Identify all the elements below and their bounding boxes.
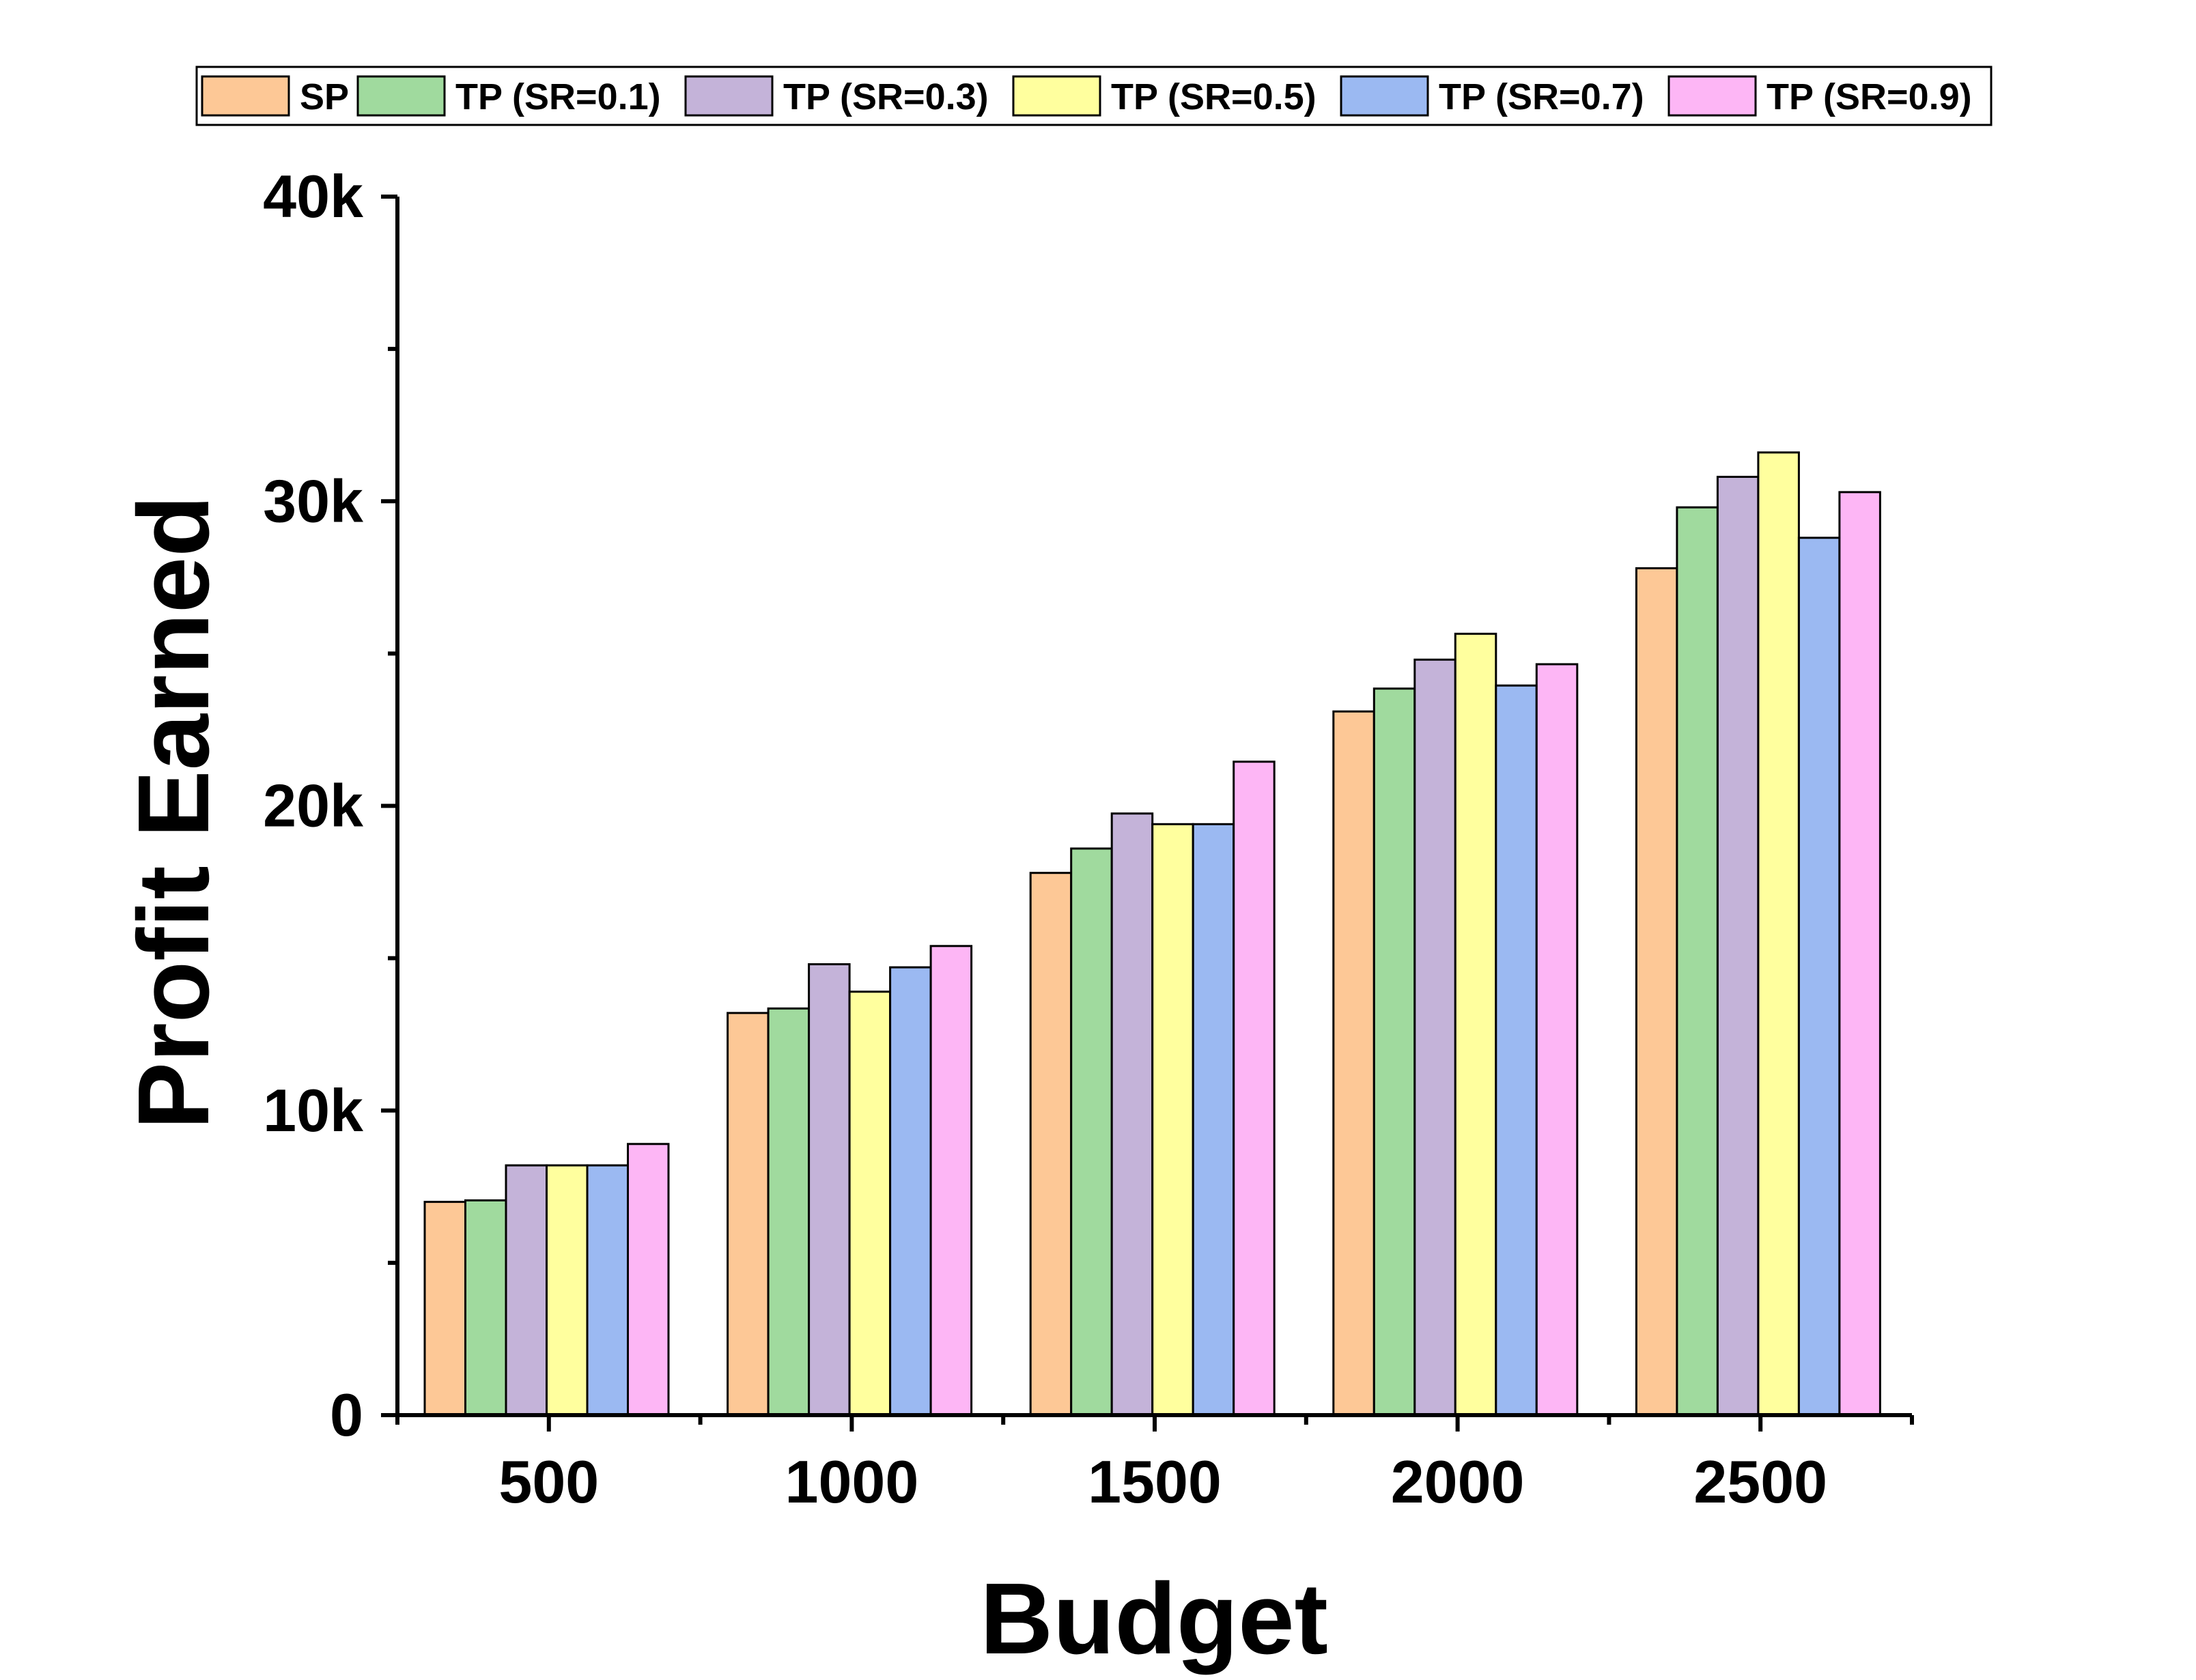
x-tick-label: 1500	[1088, 1448, 1222, 1515]
bar-tp-sr-0-3-2500	[1716, 476, 1760, 1416]
y-tick-label: 40k	[263, 162, 364, 230]
bar-sp-1000	[727, 1012, 770, 1416]
legend-swatch	[1667, 75, 1757, 117]
bar-tp-sr-0-9-1500	[1233, 760, 1276, 1416]
bar-tp-sr-0-7-2000	[1495, 684, 1538, 1416]
bar-tp-sr-0-9-500	[627, 1143, 670, 1416]
legend-label: TP (SR=0.7)	[1439, 76, 1644, 117]
legend-label: TP (SR=0.3)	[783, 76, 989, 117]
bar-sp-1500	[1029, 872, 1073, 1416]
legend-label: SP	[300, 76, 349, 117]
bar-tp-sr-0-1-1500	[1070, 847, 1113, 1416]
bars	[423, 451, 1881, 1416]
x-tick-label: 2000	[1391, 1448, 1525, 1515]
legend-swatch	[684, 75, 774, 117]
y-tick-label: 10k	[263, 1077, 364, 1144]
bar-tp-sr-0-1-2500	[1676, 506, 1719, 1416]
bar-sp-2500	[1635, 567, 1678, 1416]
y-tick-label: 20k	[263, 772, 364, 840]
bar-tp-sr-0-5-500	[546, 1164, 589, 1416]
bar-tp-sr-0-3-1000	[808, 963, 851, 1416]
y-axis-title: Profit Earned	[117, 495, 230, 1129]
y-tick-label: 30k	[263, 467, 364, 535]
bar-tp-sr-0-7-1000	[889, 966, 932, 1416]
legend-swatch	[356, 75, 446, 117]
legend-label: TP (SR=0.9)	[1766, 76, 1972, 117]
legend-label: TP (SR=0.1)	[455, 76, 661, 117]
x-tick-label: 500	[498, 1448, 599, 1515]
bar-tp-sr-0-1-1000	[767, 1007, 811, 1416]
ticks: 0 10k 20k 30k 40k 500 1000 1500 2000 2500	[263, 162, 1914, 1515]
y-tick-label: 0	[330, 1381, 363, 1449]
bar-sp-2000	[1332, 710, 1375, 1416]
legend-swatch	[201, 75, 290, 117]
bar-tp-sr-0-9-2000	[1535, 663, 1579, 1416]
legend-label: TP (SR=0.5)	[1111, 76, 1317, 117]
bar-tp-sr-0-5-2500	[1757, 451, 1800, 1416]
bar-tp-sr-0-5-1000	[848, 991, 892, 1416]
bar-tp-sr-0-5-1500	[1151, 823, 1194, 1416]
bar-tp-sr-0-1-2000	[1372, 687, 1416, 1416]
bar-tp-sr-0-9-2500	[1838, 491, 1881, 1416]
bar-tp-sr-0-3-500	[505, 1164, 548, 1416]
bar-tp-sr-0-3-1500	[1110, 812, 1154, 1416]
bar-tp-sr-0-7-1500	[1192, 823, 1235, 1416]
bar-tp-sr-0-5-2000	[1454, 632, 1497, 1416]
legend-swatch	[1012, 75, 1101, 117]
legend: SP TP (SR=0.1) TP (SR=0.3) TP (SR=0.5) TP (S…	[195, 66, 1993, 126]
legend-swatch	[1340, 75, 1429, 117]
x-tick-label: 2500	[1693, 1448, 1827, 1515]
bar-tp-sr-0-9-1000	[929, 945, 973, 1416]
bar-tp-sr-0-3-2000	[1413, 658, 1456, 1416]
x-axis-title: Budget	[980, 1563, 1328, 1675]
bar-tp-sr-0-7-500	[586, 1164, 629, 1416]
bar-tp-sr-0-7-2500	[1797, 537, 1841, 1416]
bar-tp-sr-0-1-500	[464, 1199, 507, 1416]
bar-sp-500	[423, 1201, 466, 1416]
x-tick-label: 1000	[785, 1448, 919, 1515]
